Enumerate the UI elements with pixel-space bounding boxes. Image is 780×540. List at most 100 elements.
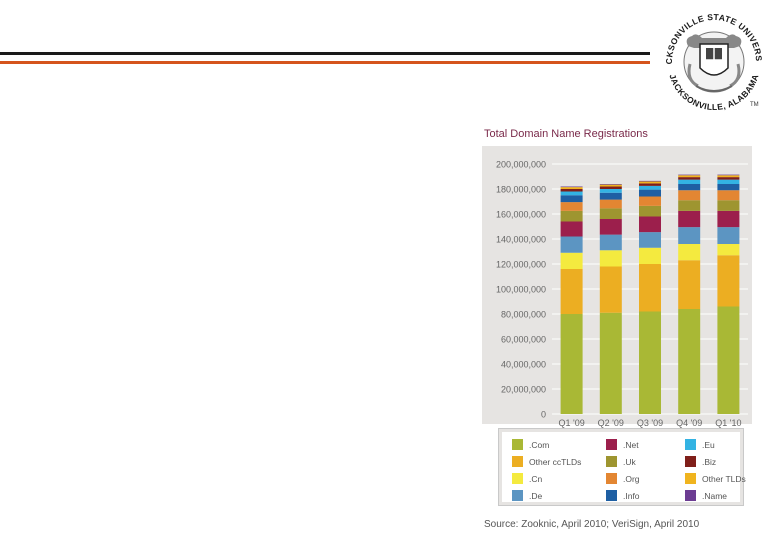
bar-segment-org (678, 190, 701, 201)
y-tick-label: 60,000,000 (501, 335, 546, 345)
legend-panel (498, 428, 744, 506)
legend-label-net: .Net (623, 440, 639, 450)
legend-swatch-de (512, 490, 523, 501)
bar-segment-org (639, 196, 661, 206)
svg-text:TM: TM (750, 102, 759, 108)
bar-segment-biz (599, 186, 622, 189)
university-seal-logo: JACKSONVILLE STATE UNIVERSITY JACKSONVIL… (656, 2, 764, 112)
bar-segment-com (560, 314, 583, 414)
legend-label-eu: .Eu (702, 440, 715, 450)
bar-segment-cn (717, 244, 740, 256)
bar-segment-uk (678, 200, 701, 211)
bar-segment-cn (599, 250, 622, 267)
bar-segment-info (717, 184, 740, 191)
bar-segment-other-cctlds (678, 260, 701, 309)
bar-segment-name (639, 180, 661, 182)
bar-segment-uk (639, 205, 661, 217)
bar-segment-com (678, 309, 701, 414)
x-tick-label: Q1 '10 (715, 418, 741, 428)
legend-swatch-net (606, 439, 617, 450)
bar-segment-eu (639, 185, 661, 190)
bar-segment-com (599, 312, 622, 414)
legend-swatch-eu (685, 439, 696, 450)
legend-swatch-info (606, 490, 617, 501)
legend-swatch-name (685, 490, 696, 501)
bar-segment-name (678, 174, 701, 176)
bar-segment-other-cctlds (599, 266, 622, 313)
chart-title: Total Domain Name Registrations (484, 128, 648, 140)
bar-segment-name (560, 186, 583, 188)
legend-swatch-biz (685, 456, 696, 467)
bar-segment-de (639, 232, 661, 248)
x-tick-label: Q1 '09 (558, 418, 584, 428)
bar-segment-org (560, 202, 583, 211)
legend-label-other-cctlds: Other ccTLDs (529, 457, 581, 467)
legend-swatch-org (606, 473, 617, 484)
bar-segment-biz (678, 177, 701, 180)
bar-segment-cn (678, 244, 701, 261)
y-tick-label: 40,000,000 (501, 360, 546, 370)
y-tick-label: 100,000,000 (496, 285, 546, 295)
bar-segment-biz (717, 177, 740, 180)
bar-segment-de (717, 227, 740, 244)
legend-label-com: .Com (529, 440, 549, 450)
bar-segment-org (599, 199, 622, 209)
bar-segment-net (717, 210, 740, 228)
bar-segment-eu (560, 191, 583, 196)
y-tick-label: 20,000,000 (501, 385, 546, 395)
legend-swatch-com (512, 439, 523, 450)
bar-segment-net (599, 219, 622, 235)
legend-swatch-cn (512, 473, 523, 484)
header-rule-orange (0, 61, 650, 64)
bar-segment-info (599, 192, 622, 200)
legend-label-name: .Name (702, 491, 727, 501)
legend-label-org: .Org (623, 474, 640, 484)
bar-segment-other-tlds (560, 187, 583, 189)
bar-segment-eu (678, 179, 701, 184)
header-rule-black (0, 52, 650, 55)
chart-source-note: Source: Zooknic, April 2010; VeriSign, A… (484, 519, 700, 530)
y-tick-label: 0 (541, 410, 546, 420)
bar-segment-uk (560, 210, 583, 222)
y-tick-label: 140,000,000 (496, 235, 546, 245)
bar-segment-other-cctlds (639, 264, 661, 312)
legend-label-biz: .Biz (702, 457, 716, 467)
bar-segment-org (717, 190, 740, 201)
bar-segment-net (560, 221, 583, 237)
legend-label-other-tlds: Other TLDs (702, 474, 746, 484)
bar-segment-de (678, 227, 701, 244)
legend-swatch-other-cctlds (512, 456, 523, 467)
y-tick-label: 200,000,000 (496, 160, 546, 170)
x-tick-label: Q2 '09 (598, 418, 624, 428)
bar-segment-other-tlds (639, 181, 661, 184)
bar-segment-cn (639, 247, 661, 264)
bar-segment-name (717, 174, 740, 176)
bar-segment-biz (639, 183, 661, 186)
bar-segment-de (599, 234, 622, 251)
bar-segment-cn (560, 252, 583, 269)
bar-segment-eu (599, 189, 622, 193)
x-tick-label: Q4 '09 (676, 418, 702, 428)
bar-segment-biz (560, 189, 583, 192)
legend-label-de: .De (529, 491, 543, 501)
bar-segment-info (639, 189, 661, 197)
bar-segment-other-tlds (717, 175, 740, 178)
bar-segment-info (560, 195, 583, 203)
bar-segment-net (639, 216, 661, 233)
bar-segment-de (560, 236, 583, 253)
y-tick-label: 80,000,000 (501, 310, 546, 320)
bar-segment-info (678, 184, 701, 191)
y-tick-label: 180,000,000 (496, 185, 546, 195)
y-tick-label: 120,000,000 (496, 260, 546, 270)
legend-label-uk: .Uk (623, 457, 637, 467)
bar-segment-other-tlds (678, 175, 701, 178)
legend-label-cn: .Cn (529, 474, 543, 484)
legend-swatch-uk (606, 456, 617, 467)
bar-segment-uk (599, 208, 622, 219)
bar-segment-uk (717, 200, 740, 211)
bar-segment-name (599, 184, 622, 185)
x-tick-label: Q3 '09 (637, 418, 663, 428)
bar-segment-com (717, 306, 740, 414)
bar-segment-eu (717, 179, 740, 184)
